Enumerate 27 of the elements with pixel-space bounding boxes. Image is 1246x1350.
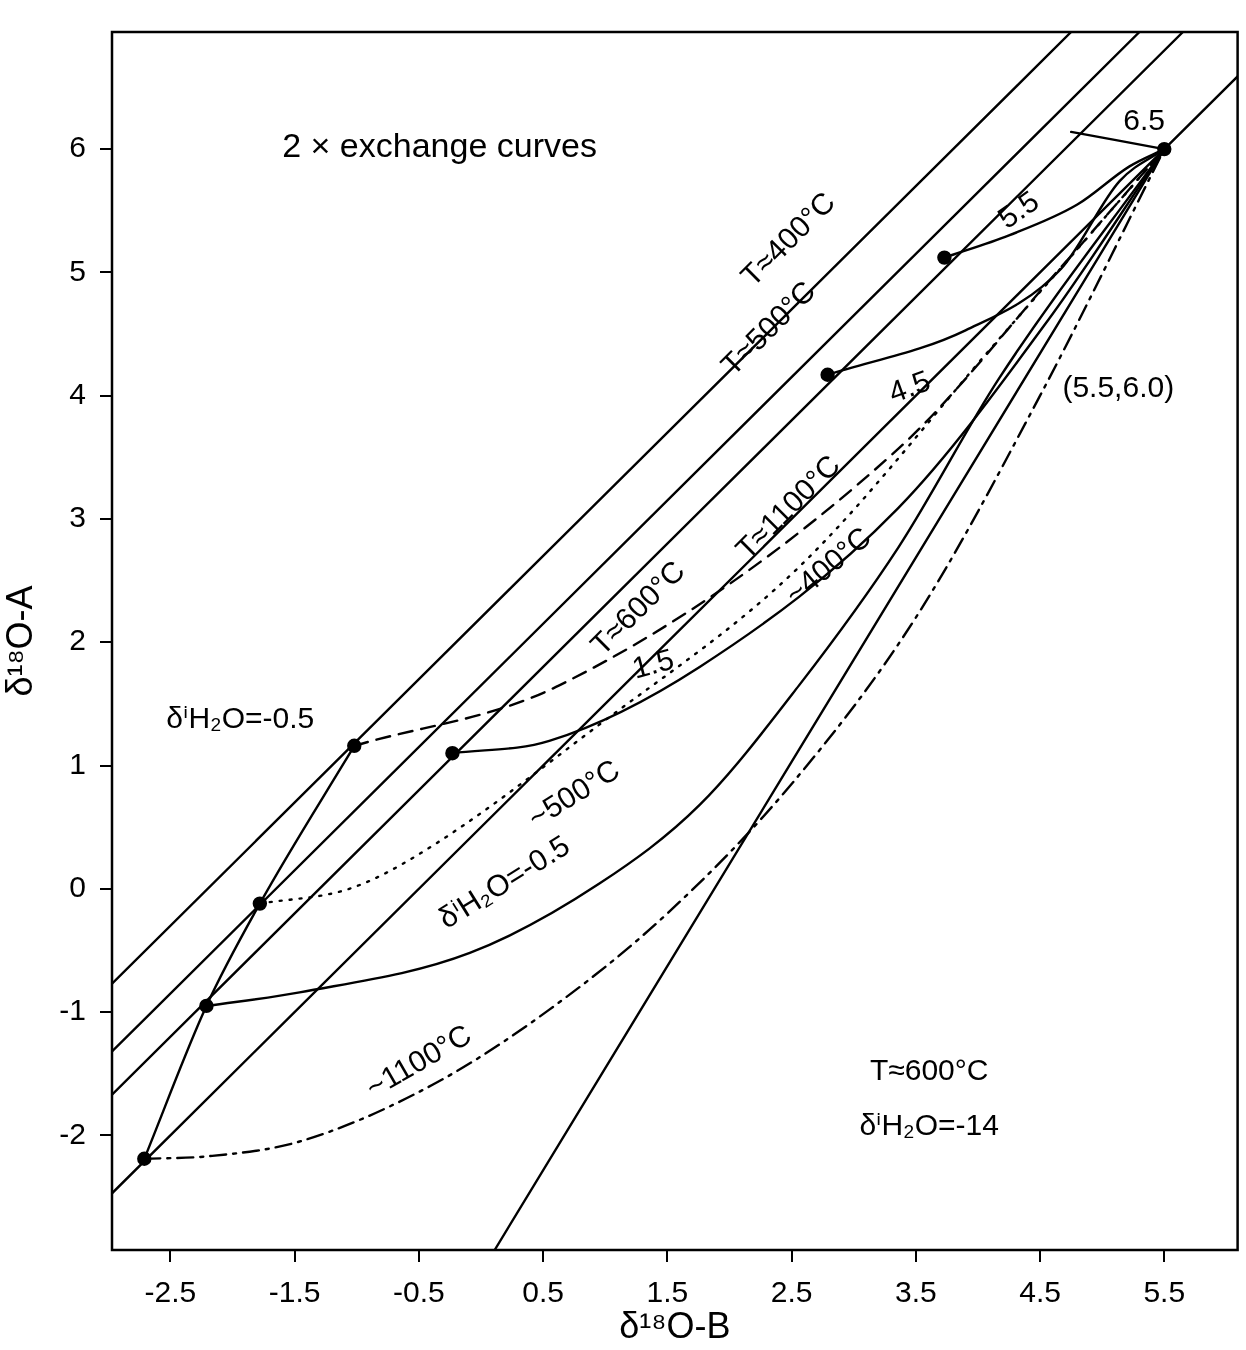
annotation: 5.5 [991, 183, 1045, 235]
y-tick-label: 4 [69, 376, 86, 410]
x-tick-label: 0.5 [522, 1275, 564, 1309]
annotation: δⁱH₂O=-14 [859, 1108, 999, 1142]
y-tick-label: 2 [69, 623, 86, 657]
annotation: T≈600°C [869, 1053, 989, 1087]
annotation: 6.5 [1123, 103, 1166, 137]
y-tick-label: 6 [69, 130, 86, 164]
annotation: 4.5 [884, 363, 935, 409]
annotation: 2 × exchange curves [282, 126, 597, 165]
x-tick-label: 5.5 [1143, 1275, 1186, 1309]
y-axis-title: δ¹⁸O-A [0, 585, 40, 697]
x-tick-label: -1.5 [268, 1275, 321, 1309]
annotation: 1.5 [628, 641, 678, 685]
annotation: δⁱH₂O=-0.5 [166, 701, 315, 735]
x-tick-label: -0.5 [393, 1275, 445, 1309]
annotation: (5.5,6.0) [1062, 369, 1175, 403]
y-tick-label: 5 [69, 253, 86, 287]
x-tick-label: 3.5 [894, 1275, 937, 1309]
y-tick-label: 0 [69, 870, 86, 904]
x-tick-label: 2.5 [770, 1275, 813, 1309]
y-tick-label: -2 [59, 1116, 86, 1150]
x-tick-label: -2.5 [144, 1275, 197, 1309]
y-tick-label: 3 [69, 500, 86, 534]
x-tick-label: 4.5 [1019, 1275, 1061, 1309]
y-tick-label: -1 [59, 993, 86, 1027]
y-tick-label: 1 [69, 746, 86, 780]
